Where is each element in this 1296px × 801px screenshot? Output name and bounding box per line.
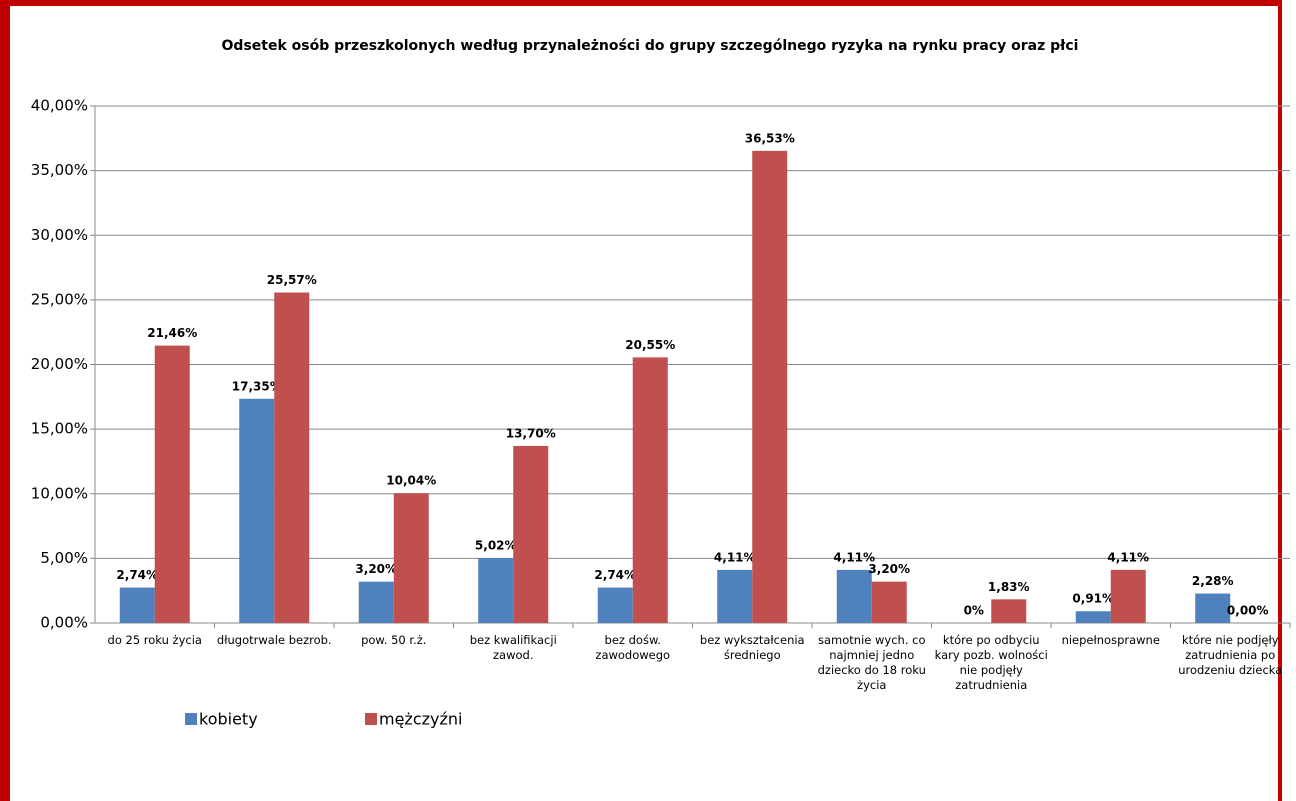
- x-tick-label: bez kwalifikacji zawod.: [469, 633, 557, 662]
- y-tick-label: 25,00%: [31, 290, 88, 308]
- x-tick-label: długotrwale bezrob.: [216, 633, 332, 647]
- bar: [119, 587, 155, 623]
- data-label: 25,57%: [267, 273, 317, 287]
- bar: [239, 398, 275, 623]
- bar: [274, 292, 310, 623]
- bar: [513, 445, 549, 623]
- y-tick-label: 15,00%: [31, 420, 88, 438]
- bar: [478, 558, 514, 623]
- bar: [1075, 611, 1111, 623]
- data-label: 4,11%: [1107, 550, 1149, 564]
- x-tick-label: bez dośw. zawodowego: [595, 633, 671, 662]
- data-label: 4,11%: [833, 550, 875, 564]
- data-label: 0,00%: [1227, 604, 1269, 618]
- data-label: 20,55%: [625, 338, 675, 352]
- data-label: 3,20%: [355, 562, 397, 576]
- x-tick-label: które nie podjęły zatrudnienia po urodze…: [1178, 633, 1283, 677]
- bar: [154, 345, 190, 623]
- data-label: 0,91%: [1072, 592, 1114, 606]
- x-tick-label: bez wykształcenia średniego: [699, 633, 805, 662]
- data-label: 2,74%: [594, 568, 636, 582]
- data-label: 17,35%: [232, 379, 282, 393]
- bar: [752, 150, 788, 624]
- data-label: 4,11%: [714, 550, 756, 564]
- data-label: 10,04%: [386, 474, 436, 488]
- y-tick-label: 40,00%: [31, 97, 88, 115]
- bar: [836, 569, 872, 623]
- y-tick-label: 10,00%: [31, 484, 88, 502]
- bar: [991, 599, 1027, 623]
- chart-title: Odsetek osób przeszkolonych według przyn…: [222, 38, 1079, 54]
- data-label: 3,20%: [868, 562, 910, 576]
- data-label: 0%: [964, 604, 984, 618]
- bar: [358, 581, 394, 623]
- data-label: 5,02%: [475, 539, 517, 553]
- data-label: 1,83%: [988, 580, 1030, 594]
- bar: [1110, 569, 1146, 623]
- bar: [717, 569, 753, 623]
- bar: [871, 581, 907, 623]
- bar: [597, 587, 633, 623]
- y-tick-label: 30,00%: [31, 226, 88, 244]
- legend-swatch: [365, 713, 377, 725]
- legend-label: kobiety: [199, 710, 258, 729]
- bar: [1195, 593, 1231, 623]
- data-label: 13,70%: [506, 426, 556, 440]
- legend-label: mężczyźni: [379, 710, 462, 729]
- y-tick-label: 20,00%: [31, 355, 88, 373]
- data-label: 2,74%: [116, 568, 158, 582]
- data-label: 36,53%: [745, 131, 795, 145]
- data-label: 2,28%: [1192, 574, 1234, 588]
- data-label: 21,46%: [147, 326, 197, 340]
- y-tick-label: 0,00%: [40, 614, 88, 632]
- x-tick-label: samotnie wych. co najmniej jedno dziecko…: [817, 633, 926, 692]
- x-tick-label: niepełnosprawne: [1061, 633, 1160, 647]
- bar: [632, 357, 668, 623]
- x-tick-label: do 25 roku życia: [107, 633, 202, 647]
- legend-swatch: [185, 713, 197, 725]
- x-tick-label: które po odbyciu kary pozb. wolności nie…: [934, 633, 1048, 692]
- y-tick-label: 5,00%: [40, 549, 88, 567]
- bar: [393, 493, 429, 623]
- y-tick-label: 35,00%: [31, 161, 88, 179]
- x-tick-label: pow. 50 r.ż.: [361, 633, 427, 647]
